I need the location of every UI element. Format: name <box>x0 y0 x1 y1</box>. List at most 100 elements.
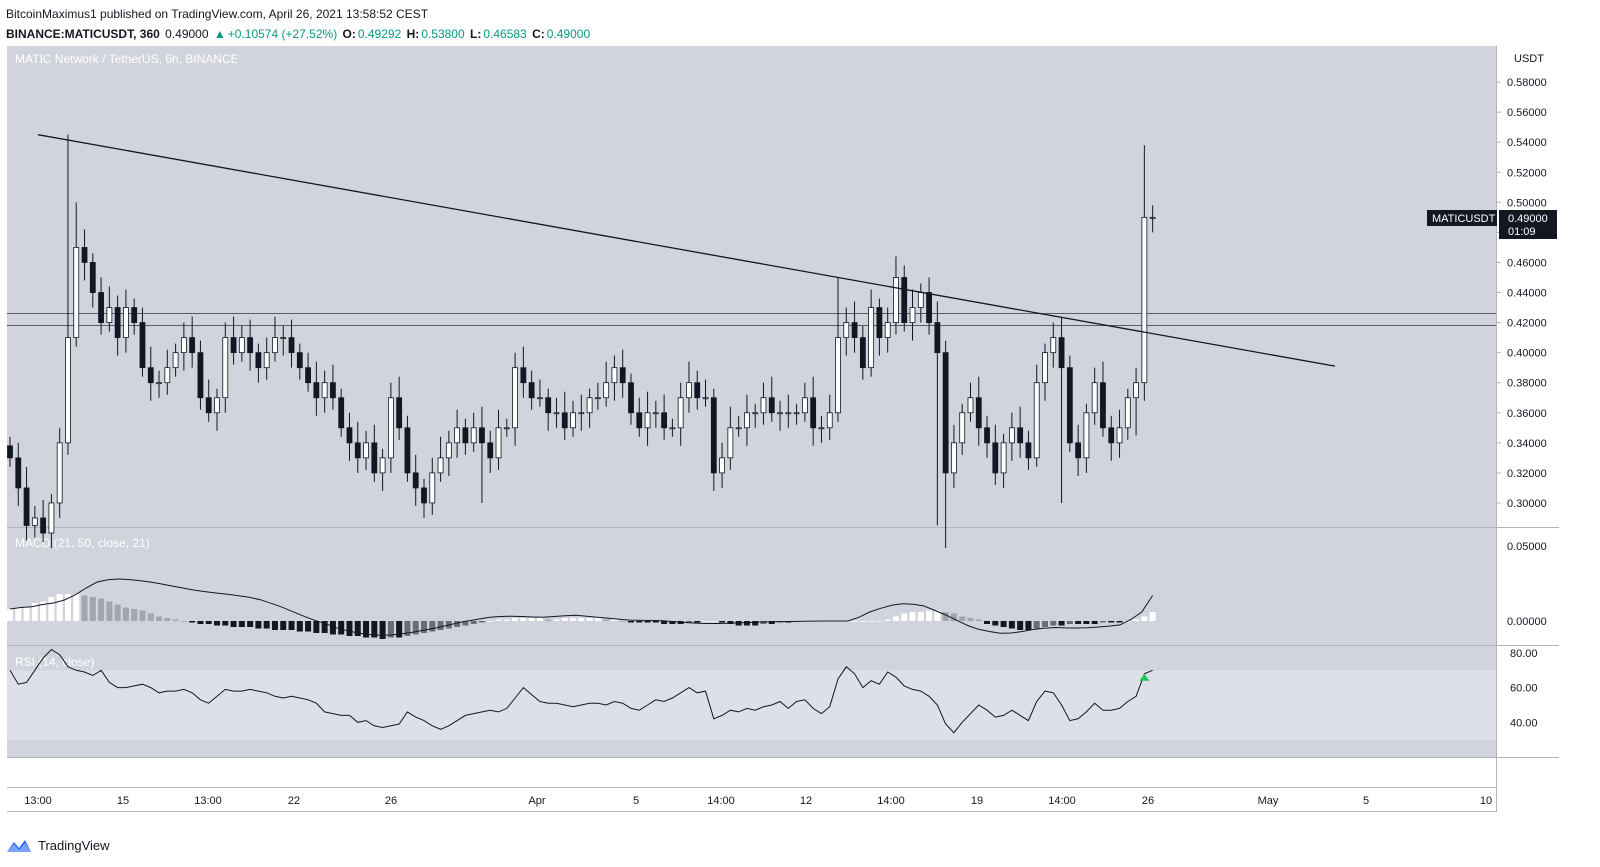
candle <box>421 478 427 518</box>
candle-body <box>603 382 610 399</box>
brand-name[interactable]: TradingView <box>38 838 110 853</box>
time-axis[interactable] <box>7 787 1496 812</box>
candle <box>537 379 543 407</box>
candle-body <box>975 397 982 429</box>
macd-histogram-bar <box>628 621 634 623</box>
macd-tick-label: 0.00000 <box>1507 616 1547 628</box>
macd-histogram-bar <box>950 613 957 621</box>
macd-histogram-bar <box>644 621 651 623</box>
candles <box>7 134 1156 549</box>
time-axis-labels: 13:00 15 13:00 22 26 Apr 5 14:00 12 14:00 19 14:00 2… <box>24 795 1492 807</box>
time-axis-label: 22 <box>288 795 300 807</box>
candle-body <box>65 337 71 444</box>
candle <box>379 448 386 491</box>
macd-histogram-bar <box>346 621 353 636</box>
candle <box>139 307 146 377</box>
macd-histogram-bar <box>363 621 370 638</box>
candle <box>959 403 966 455</box>
symbol-label[interactable]: BINANCE:MATICUSDT, 360 <box>6 27 160 41</box>
candle-body <box>354 442 361 459</box>
macd-histogram-bar <box>1133 619 1140 621</box>
candle-body <box>586 397 593 414</box>
candle-body <box>23 487 30 526</box>
candle <box>884 307 891 353</box>
candle <box>1066 355 1073 452</box>
macd-histogram-bar <box>1075 621 1082 624</box>
candle <box>1042 343 1048 401</box>
candle <box>131 298 138 335</box>
macd-histogram-bar <box>611 619 618 621</box>
macd-histogram-bar <box>528 618 535 621</box>
time-axis-label: 14:00 <box>877 795 905 807</box>
candle-body <box>893 277 899 323</box>
candle <box>826 394 833 440</box>
candle-body <box>396 397 403 429</box>
macd-histogram-bar <box>876 621 883 622</box>
main-pane[interactable] <box>7 46 1496 527</box>
candle <box>1149 205 1156 233</box>
macd-histogram-bar <box>462 621 469 626</box>
price-tick-label: 0.46000 <box>1507 257 1547 269</box>
candle <box>942 340 949 549</box>
macd-histogram-bar <box>7 609 13 621</box>
candle-body <box>744 412 750 429</box>
macd-histogram-bar <box>214 621 220 626</box>
macd-histogram-bar <box>172 619 179 621</box>
macd-histogram-bar <box>189 621 196 623</box>
candle-body <box>1124 397 1131 429</box>
macd-histogram-bar <box>752 621 759 626</box>
rsi-tick-label: 60.00 <box>1510 683 1538 695</box>
candle <box>619 349 626 398</box>
macd-histogram-bar <box>868 621 875 622</box>
candle-body <box>321 382 328 399</box>
macd-title: MACD (21, 50, close, 21) <box>15 536 150 550</box>
price-tag-bg <box>1499 210 1557 239</box>
macd-histogram-bar <box>743 621 750 626</box>
candle-body <box>89 262 96 293</box>
candle-body <box>238 337 245 354</box>
macd-histogram-bar <box>934 610 941 621</box>
candle <box>255 343 262 383</box>
candle-body <box>851 322 858 339</box>
candle <box>65 134 71 455</box>
candle-body <box>412 472 419 489</box>
candle <box>238 325 245 362</box>
candle-body <box>801 397 808 414</box>
macd-histogram-bar <box>917 612 924 621</box>
candle <box>760 382 767 425</box>
candle-body <box>884 322 891 339</box>
candle-body <box>1000 442 1007 474</box>
candle-body <box>305 367 311 384</box>
price-axis[interactable] <box>1497 46 1559 757</box>
candle <box>462 418 469 455</box>
macd-histogram-bar <box>959 616 966 621</box>
candle <box>561 391 568 440</box>
macd-histogram-bar <box>40 601 47 621</box>
time-axis-label: 12 <box>800 795 812 807</box>
candle-body <box>379 457 386 474</box>
macd-histogram-bar <box>992 621 999 626</box>
macd-histogram-bar <box>106 601 113 621</box>
macd-histogram-bar <box>437 621 444 630</box>
price-tag-countdown: 01:09 <box>1508 226 1536 238</box>
macd-histogram-bar <box>64 594 71 621</box>
candle <box>1033 364 1040 467</box>
macd-histogram-bar <box>702 621 709 622</box>
rsi-tick-label: 40.00 <box>1510 717 1538 729</box>
macd-histogram-bar <box>926 610 933 621</box>
candle-body <box>636 412 643 429</box>
macd-histogram-bar <box>31 603 38 621</box>
price-unit-label: USDT <box>1514 53 1544 65</box>
candle-body <box>686 382 692 399</box>
macd-histogram-bar <box>1083 621 1090 624</box>
price-tick-label: 0.54000 <box>1507 137 1547 149</box>
candle <box>636 397 643 437</box>
candle <box>147 346 154 401</box>
candle <box>768 376 775 422</box>
macd-pane[interactable] <box>7 528 1496 645</box>
candle <box>1124 388 1131 440</box>
candle-body <box>1033 382 1040 459</box>
change-up-icon: ▲ <box>213 27 226 41</box>
candle <box>346 412 353 461</box>
